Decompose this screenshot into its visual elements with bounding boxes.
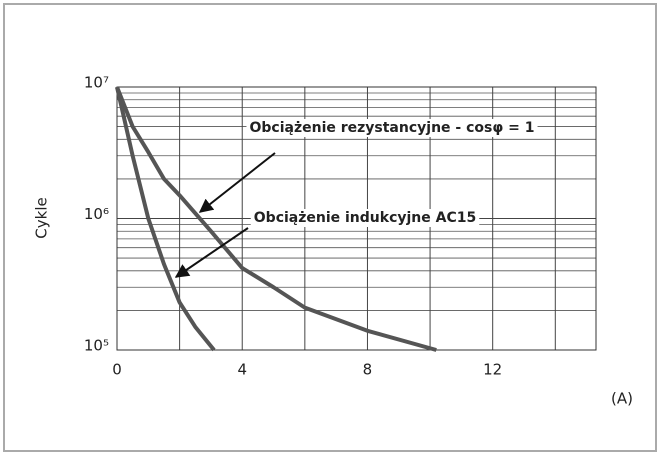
x-tick-label: 8 — [363, 361, 373, 379]
annotation: Obciążenie indukcyjne AC15 — [254, 210, 476, 226]
x-tick-label: 4 — [237, 361, 247, 379]
x-tick-label: 0 — [112, 361, 122, 379]
x-tick-label: 12 — [483, 361, 502, 379]
curve — [115, 86, 216, 352]
annotation-bg — [246, 119, 538, 137]
curve — [115, 86, 437, 352]
annotation: Obciążenie rezystancyjne - cosφ = 1 — [249, 120, 534, 136]
y-tick-label: 10⁷ — [84, 74, 109, 92]
y-axis-label: Cykle — [33, 197, 51, 238]
arrow — [198, 152, 276, 213]
y-tick-label: 10⁵ — [84, 337, 109, 355]
x-axis-label: (A) — [611, 390, 633, 408]
annotation-bg — [250, 209, 480, 227]
plot-border — [116, 86, 597, 351]
frame — [3, 3, 657, 452]
y-tick-label: 10⁶ — [84, 205, 109, 223]
arrow — [174, 227, 249, 278]
